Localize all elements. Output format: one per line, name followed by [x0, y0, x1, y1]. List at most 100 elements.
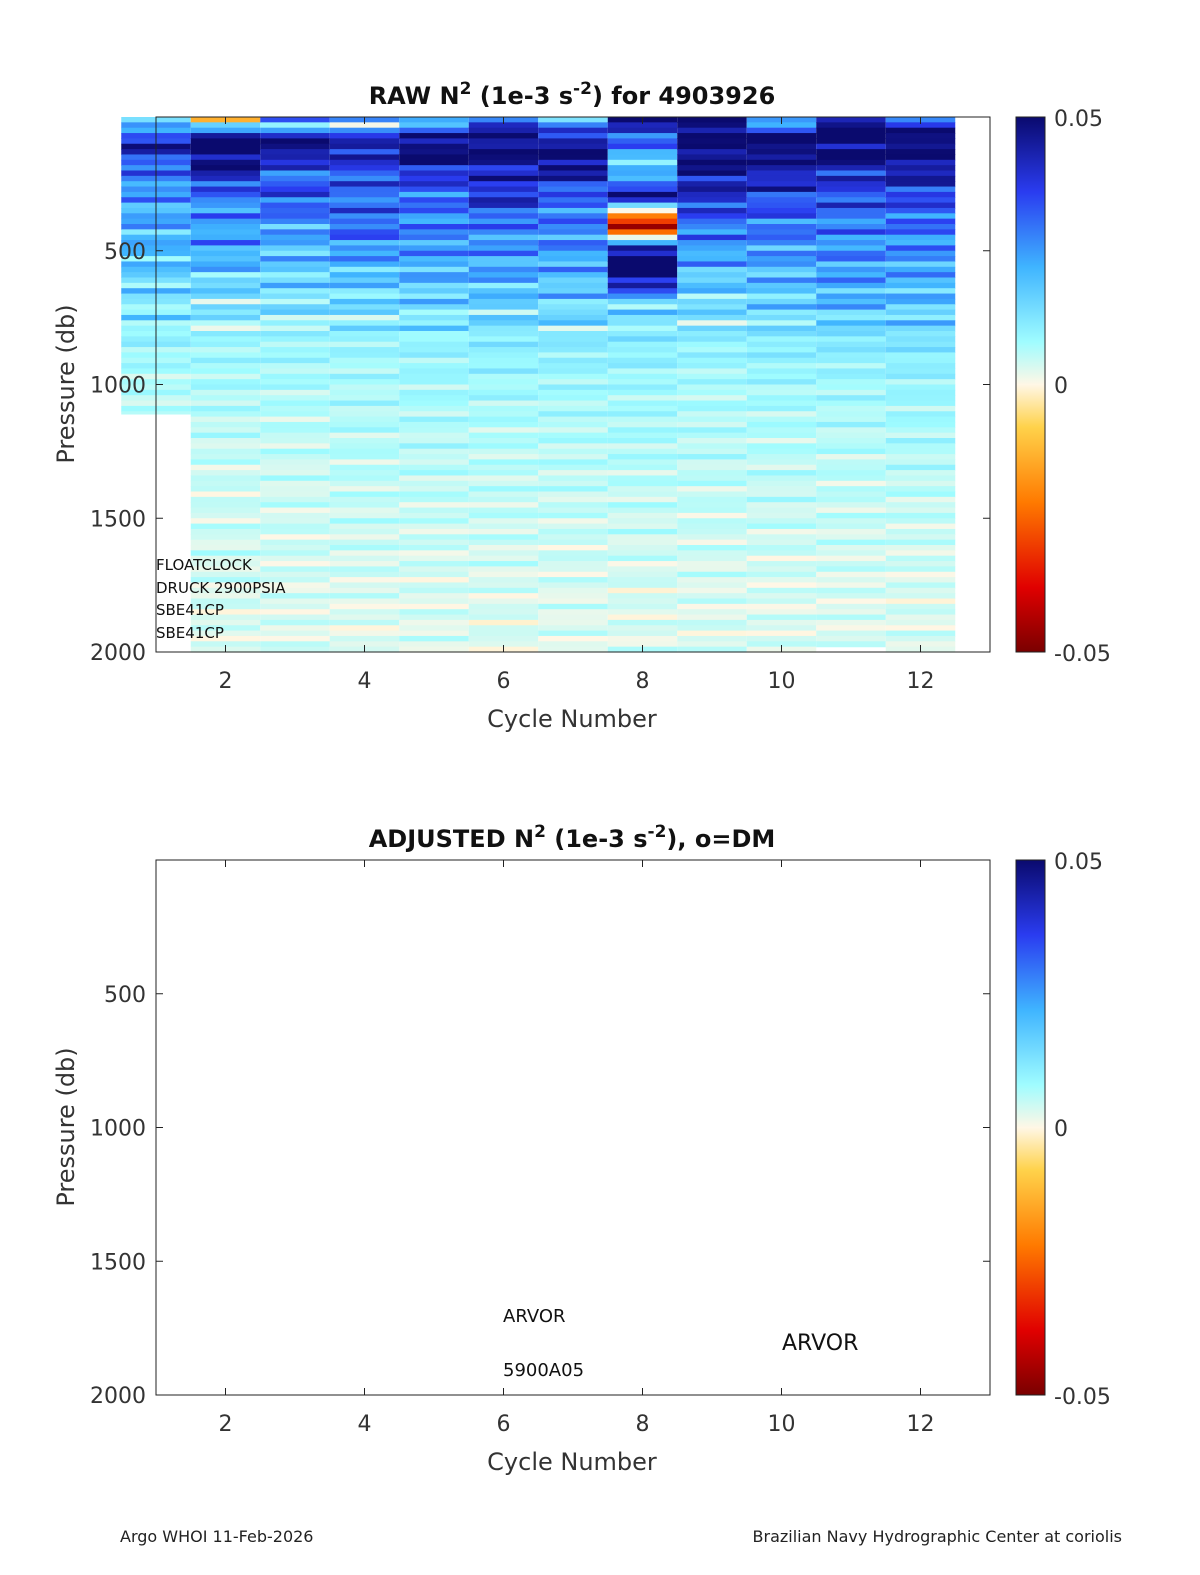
heatmap-cell [746, 619, 817, 626]
heatmap-cell [677, 314, 747, 321]
heatmap-cell [468, 298, 539, 305]
heatmap-cell [190, 614, 261, 621]
heatmap-cell [607, 277, 678, 284]
heatmap-cell [885, 641, 956, 648]
heatmap-cell [885, 625, 956, 632]
heatmap-cell [329, 464, 400, 471]
heatmap-cell [746, 368, 817, 375]
heatmap-cell [260, 181, 330, 188]
heatmap-cell [816, 625, 886, 632]
heatmap-cell [399, 566, 469, 573]
heatmap-cell [816, 154, 886, 161]
heatmap-cell [746, 245, 817, 252]
heatmap-cell [885, 416, 956, 423]
heatmap-cell [885, 528, 956, 535]
heatmap-cell [538, 421, 608, 428]
heatmap-cell [607, 582, 678, 589]
heatmap-cell [885, 448, 956, 455]
heatmap-cell [468, 448, 539, 455]
heatmap-cell [329, 373, 400, 380]
heatmap-cell [816, 545, 886, 551]
heatmap-cell [538, 127, 608, 134]
heatmap-cell [816, 550, 886, 557]
heatmap-cell [329, 352, 400, 359]
raw-x-ticks: 2 4 6 8 10 12 [219, 117, 935, 694]
heatmap-cell [399, 347, 469, 353]
heatmap-cell [399, 571, 469, 578]
heatmap-cell [677, 165, 747, 172]
heatmap-cell [190, 496, 261, 503]
heatmap-cell [816, 170, 886, 177]
heatmap-cell [190, 555, 261, 562]
heatmap-cell [538, 405, 608, 412]
heatmap-cell [816, 373, 886, 380]
heatmap-cell [677, 218, 747, 225]
heatmap-cell [607, 133, 678, 139]
heatmap-cell [885, 352, 956, 359]
heatmap-cell [329, 186, 400, 193]
heatmap-cell [190, 165, 261, 172]
heatmap-cell [885, 395, 956, 402]
heatmap-cell [399, 502, 469, 509]
heatmap-cell [190, 384, 261, 391]
heatmap-cell [607, 593, 678, 600]
heatmap-cell [677, 154, 747, 161]
heatmap-cell [329, 550, 400, 557]
heatmap-cell [190, 127, 261, 134]
heatmap-cell [816, 117, 886, 123]
raw-y-ticks: 500 1000 1500 2000 [90, 240, 990, 666]
heatmap-cell [677, 470, 747, 477]
heatmap-cell [746, 277, 817, 284]
heatmap-cell [190, 277, 261, 284]
heatmap-cell [607, 384, 678, 391]
heatmap-cell [399, 250, 469, 257]
heatmap-cell [538, 282, 608, 289]
heatmap-cell [677, 240, 747, 246]
heatmap-cell [746, 336, 817, 343]
heatmap-cell [260, 502, 330, 509]
heatmap-cell [329, 635, 400, 642]
heatmap-cell [885, 432, 956, 439]
heatmap-cell [885, 368, 956, 375]
heatmap-cell [468, 170, 539, 177]
heatmap-cell [816, 175, 886, 182]
heatmap-cell [468, 512, 539, 519]
heatmap-cell [260, 314, 330, 321]
heatmap-cell [399, 298, 469, 305]
heatmap-cell [885, 630, 956, 637]
heatmap-cell [885, 475, 956, 482]
heatmap-cell [677, 272, 747, 279]
heatmap-cell [399, 534, 469, 541]
heatmap-cell [468, 486, 539, 493]
heatmap-cell [468, 480, 539, 487]
heatmap-cell [260, 224, 330, 230]
heatmap-cell [607, 480, 678, 487]
heatmap-cell [885, 159, 956, 166]
heatmap-cell [399, 561, 469, 567]
heatmap-cell [538, 314, 608, 321]
heatmap-cell [885, 127, 956, 134]
heatmap-cell [190, 272, 261, 279]
heatmap-cell [399, 438, 469, 444]
heatmap-cell [746, 314, 817, 321]
heatmap-cell [260, 438, 330, 444]
heatmap-cell [329, 470, 400, 477]
heatmap-cell [468, 507, 539, 514]
heatmap-cell [260, 464, 330, 471]
heatmap-cell [538, 352, 608, 359]
heatmap-cell [468, 229, 539, 236]
heatmap-cell [746, 309, 817, 316]
heatmap-cell [468, 325, 539, 332]
heatmap-cell [190, 603, 261, 610]
heatmap-cell [885, 197, 956, 204]
heatmap-cell [816, 224, 886, 230]
heatmap-cell [538, 609, 608, 616]
heatmap-cell [607, 272, 678, 279]
heatmap-cell [399, 368, 469, 375]
heatmap-cell [399, 159, 469, 166]
heatmap-cell [677, 539, 747, 546]
heatmap-cell [468, 603, 539, 610]
heatmap-cell [468, 475, 539, 482]
heatmap-cell [538, 528, 608, 535]
heatmap-cell [885, 571, 956, 578]
